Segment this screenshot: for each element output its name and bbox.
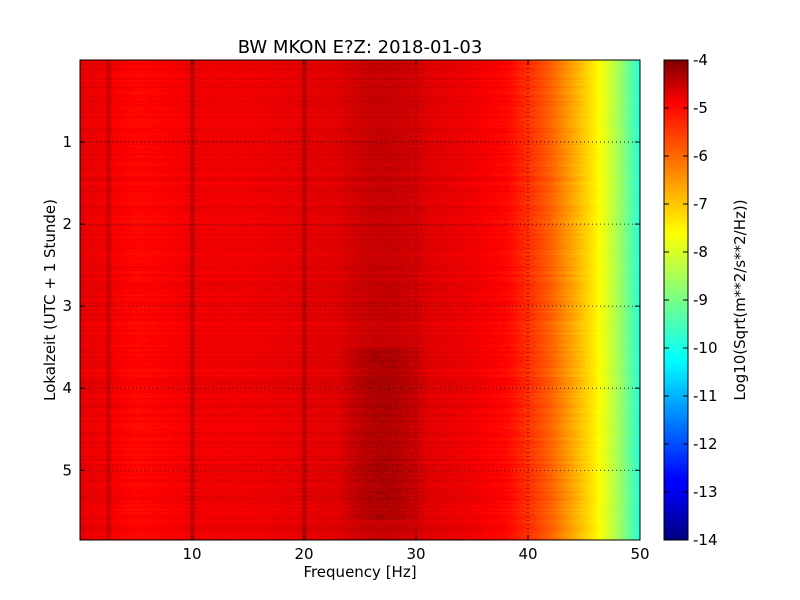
- y-axis-ticks: 1 2 3 4 5: [62, 133, 640, 479]
- y-tick-label: 3: [62, 297, 72, 315]
- x-tick-label: 50: [630, 545, 649, 563]
- colorbar-tick-label: -9: [693, 291, 708, 309]
- x-tick-label: 10: [182, 545, 201, 563]
- y-tick-label: 4: [62, 379, 72, 397]
- colorbar-tick-label: -12: [693, 435, 718, 453]
- x-axis-label: Frequency [Hz]: [303, 563, 416, 581]
- x-tick-label: 30: [406, 545, 425, 563]
- colorbar-tick-label: -13: [693, 483, 718, 501]
- colorbar-label: Log10(Sqrt(m**2/s**2/Hz)): [731, 199, 749, 400]
- colorbar-tick-label: -4: [693, 51, 708, 69]
- x-gridlines: [191, 60, 529, 540]
- x-tick-label: 20: [294, 545, 313, 563]
- colorbar-tick-label: -6: [693, 147, 708, 165]
- colorbar-tick-label: -10: [693, 339, 718, 357]
- chart-title: BW MKON E?Z: 2018-01-03: [238, 37, 483, 58]
- colorbar-tick-label: -5: [693, 99, 708, 117]
- colorbar-ticks: -4 -5 -6 -7 -8 -9 -10 -11 -12 -13 -14: [664, 51, 718, 549]
- colorbar-tick-label: -7: [693, 195, 708, 213]
- spectrogram-image: [80, 60, 640, 540]
- x-tick-label: 40: [518, 545, 537, 563]
- plot-frame: [79, 59, 641, 541]
- colorbar-tick-label: -14: [693, 531, 718, 549]
- x-axis-ticks: 10 20 30 40 50: [182, 60, 650, 563]
- y-tick-label: 5: [62, 461, 72, 479]
- colorbar-tick-label: -8: [693, 243, 708, 261]
- y-tick-label: 1: [62, 133, 72, 151]
- y-axis-label: Lokalzeit (UTC + 1 Stunde): [41, 199, 59, 401]
- y-tick-label: 2: [62, 215, 72, 233]
- y-gridlines: [80, 141, 640, 471]
- colorbar-tick-label: -11: [693, 387, 718, 405]
